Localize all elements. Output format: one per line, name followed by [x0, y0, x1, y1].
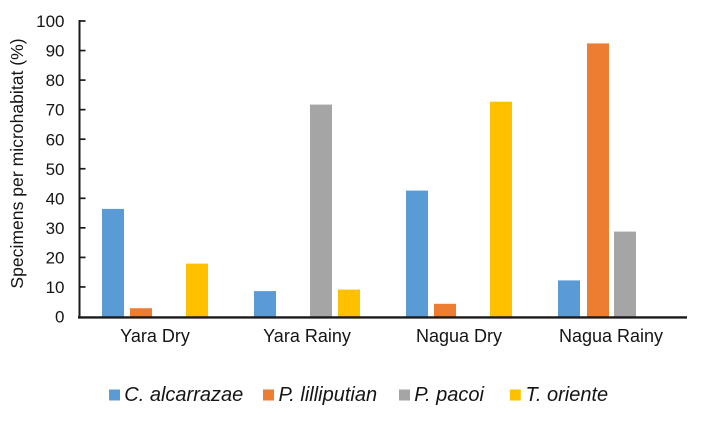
svg-text:100: 100: [36, 12, 64, 31]
svg-text:Yara Rainy: Yara Rainy: [263, 326, 351, 346]
svg-text:C. alcarrazae: C. alcarrazae: [124, 384, 243, 406]
svg-text:P. lilliputian: P. lilliputian: [279, 384, 378, 406]
svg-text:90: 90: [46, 42, 65, 61]
svg-text:70: 70: [46, 101, 65, 120]
svg-text:Nagua Dry: Nagua Dry: [416, 326, 502, 346]
svg-text:30: 30: [46, 219, 65, 238]
svg-text:Yara Dry: Yara Dry: [120, 326, 190, 346]
svg-text:60: 60: [46, 130, 65, 149]
svg-text:80: 80: [46, 71, 65, 90]
svg-text:P. pacoi: P. pacoi: [414, 384, 484, 406]
svg-text:Nagua Rainy: Nagua Rainy: [559, 326, 663, 346]
svg-text:10: 10: [46, 278, 65, 297]
svg-text:Specimens per microhabitat (%): Specimens per microhabitat (%): [7, 38, 27, 288]
svg-text:20: 20: [46, 249, 65, 268]
svg-text:40: 40: [46, 189, 65, 208]
svg-text:T. oriente: T. oriente: [526, 384, 609, 406]
svg-text:50: 50: [46, 160, 65, 179]
svg-text:0: 0: [55, 308, 64, 327]
